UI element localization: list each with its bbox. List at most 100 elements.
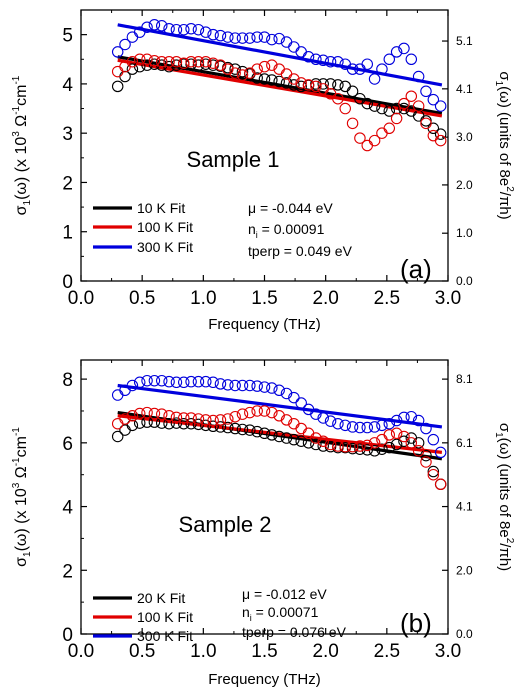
data-point: [376, 102, 388, 115]
sample-label: Sample 1: [187, 147, 280, 172]
x-tick-label: 3.0: [435, 641, 461, 662]
data-point: [170, 59, 183, 71]
y-label-part: σ: [13, 557, 30, 567]
data-point: [288, 41, 300, 53]
data-point: [405, 90, 418, 102]
data-point: [405, 437, 418, 449]
data-point: [236, 423, 249, 436]
data-point: [192, 55, 205, 68]
series-markers: [111, 19, 447, 112]
data-point: [383, 53, 396, 66]
data-point: [390, 46, 403, 58]
x-tick-label: 0.0: [68, 288, 94, 309]
data-point: [405, 410, 418, 423]
data-point: [229, 63, 241, 75]
data-point: [302, 79, 315, 91]
data-point: [266, 382, 278, 394]
data-point: [434, 134, 447, 147]
data-point: [412, 100, 425, 112]
data-point: [111, 430, 124, 443]
data-point: [200, 55, 212, 68]
data-point: [383, 441, 396, 454]
data-point: [368, 437, 381, 449]
data-point: [244, 424, 256, 436]
y-right-label-part: σ: [496, 423, 513, 433]
data-point: [354, 443, 366, 455]
data-point: [434, 478, 447, 491]
data-point: [222, 379, 234, 391]
data-point: [368, 445, 381, 457]
data-point: [398, 411, 410, 424]
x-axis-label: Frequency (THz): [208, 671, 321, 688]
y-right-label-part: /πh): [496, 543, 513, 571]
y-tick-label: 3: [62, 124, 73, 145]
data-point: [244, 67, 256, 79]
data-point: [163, 55, 175, 68]
data-point: [332, 79, 344, 91]
data-point: [148, 407, 161, 420]
data-point: [280, 414, 293, 426]
data-point: [280, 77, 293, 89]
y-tick-label: 2: [62, 561, 73, 582]
data-point: [346, 421, 359, 433]
x-axis-label: Frequency (THz): [208, 316, 321, 333]
data-point: [133, 407, 146, 420]
data-point: [222, 63, 234, 75]
data-point: [126, 379, 139, 392]
data-point: [111, 65, 124, 78]
y-tick-label: 5: [62, 26, 73, 47]
data-point: [170, 55, 183, 68]
series-markers: [111, 405, 447, 491]
data-point: [251, 425, 263, 438]
data-point: [332, 440, 344, 452]
data-point: [420, 422, 432, 435]
data-point: [398, 435, 410, 447]
y-label-part: (ω) (x 10: [13, 488, 30, 551]
annotation-mu: μ = -0.012 eV: [242, 586, 327, 602]
y-right-tick-label: 1.0: [456, 226, 473, 240]
y-label-sup: -1: [11, 105, 22, 114]
y-label-sup: -1: [11, 427, 22, 436]
data-point: [258, 60, 271, 73]
panel-label: (b): [400, 608, 432, 638]
y-tick-label: 4: [62, 498, 73, 519]
data-point: [111, 80, 124, 93]
data-point: [178, 23, 190, 36]
data-point: [295, 80, 307, 93]
data-point: [163, 375, 175, 388]
sample-label: Sample 2: [179, 512, 272, 537]
data-point: [178, 412, 190, 424]
legend-label: 300 K Fit: [137, 239, 193, 255]
data-point: [229, 422, 241, 435]
y-label-sup: 3: [11, 131, 22, 137]
data-point: [258, 73, 271, 85]
y-tick-label: 1: [62, 223, 73, 244]
data-point: [295, 77, 307, 89]
data-point: [126, 410, 139, 422]
data-point: [200, 58, 212, 70]
data-point: [412, 70, 425, 83]
data-point: [324, 78, 337, 90]
data-point: [280, 387, 293, 400]
data-point: [317, 78, 329, 90]
data-point: [126, 63, 139, 75]
data-point: [420, 117, 432, 130]
data-point: [155, 20, 168, 32]
y-right-label-part: (ω) (units of 8e: [496, 86, 513, 186]
data-point: [229, 32, 241, 44]
data-point: [258, 381, 271, 393]
data-point: [111, 389, 124, 401]
data-point: [420, 85, 432, 98]
data-point: [236, 32, 249, 44]
data-point: [295, 435, 307, 447]
data-point: [412, 414, 425, 427]
data-point: [339, 419, 351, 432]
data-point: [200, 375, 212, 388]
data-point: [376, 443, 388, 455]
data-point: [266, 74, 278, 86]
data-point: [420, 456, 432, 468]
data-point: [273, 384, 285, 397]
data-point: [155, 374, 168, 387]
data-point: [434, 100, 447, 112]
data-point: [192, 23, 205, 36]
